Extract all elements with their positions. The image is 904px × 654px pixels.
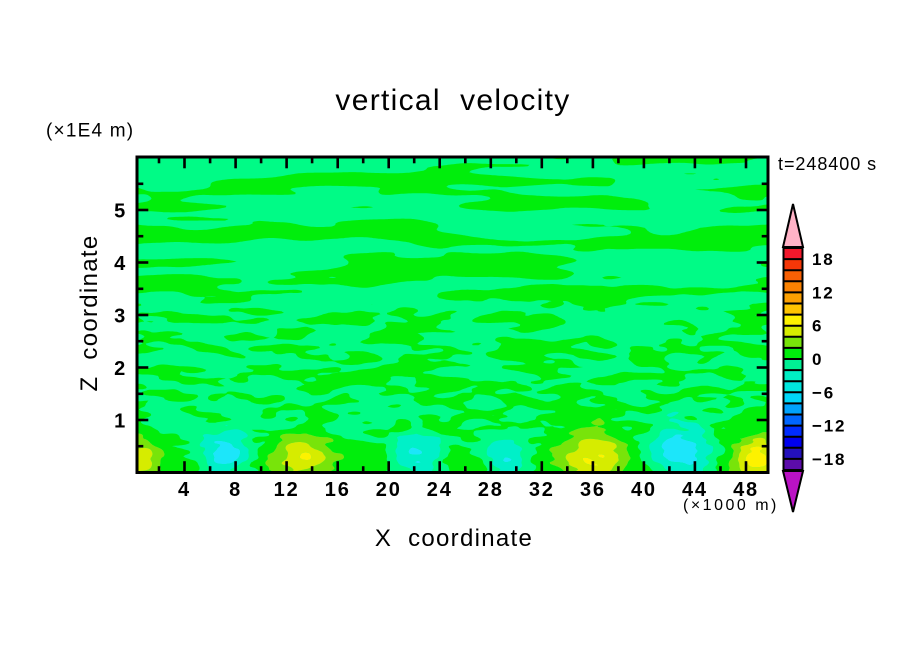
svg-text:20: 20 bbox=[376, 479, 402, 501]
svg-text:28: 28 bbox=[478, 479, 504, 501]
svg-text:40: 40 bbox=[631, 479, 657, 501]
svg-text:(×1E4 m): (×1E4 m) bbox=[46, 121, 134, 142]
svg-text:0: 0 bbox=[812, 350, 823, 369]
svg-text:−18: −18 bbox=[812, 450, 846, 469]
svg-text:6: 6 bbox=[812, 317, 823, 336]
svg-text:16: 16 bbox=[325, 479, 351, 501]
svg-text:8: 8 bbox=[229, 479, 242, 501]
svg-text:5: 5 bbox=[114, 201, 127, 223]
svg-text:3: 3 bbox=[114, 306, 127, 328]
svg-text:−6: −6 bbox=[812, 383, 835, 402]
svg-text:(×1000 m): (×1000 m) bbox=[683, 497, 779, 514]
svg-text:12: 12 bbox=[274, 479, 300, 501]
svg-text:vertical velocity: vertical velocity bbox=[335, 84, 570, 117]
svg-text:t=248400 s: t=248400 s bbox=[778, 154, 877, 174]
svg-text:48: 48 bbox=[733, 479, 759, 501]
svg-text:1: 1 bbox=[114, 411, 127, 433]
svg-text:4: 4 bbox=[178, 479, 191, 501]
svg-text:18: 18 bbox=[812, 250, 835, 269]
svg-text:4: 4 bbox=[114, 253, 127, 275]
svg-text:36: 36 bbox=[580, 479, 606, 501]
svg-text:24: 24 bbox=[427, 479, 453, 501]
svg-text:X coordinate: X coordinate bbox=[375, 525, 533, 552]
svg-text:−12: −12 bbox=[812, 417, 846, 436]
svg-text:2: 2 bbox=[114, 358, 127, 380]
svg-text:12: 12 bbox=[812, 283, 835, 302]
svg-text:32: 32 bbox=[529, 479, 555, 501]
svg-text:Z coordinate: Z coordinate bbox=[76, 235, 103, 392]
svg-text:44: 44 bbox=[682, 479, 708, 501]
